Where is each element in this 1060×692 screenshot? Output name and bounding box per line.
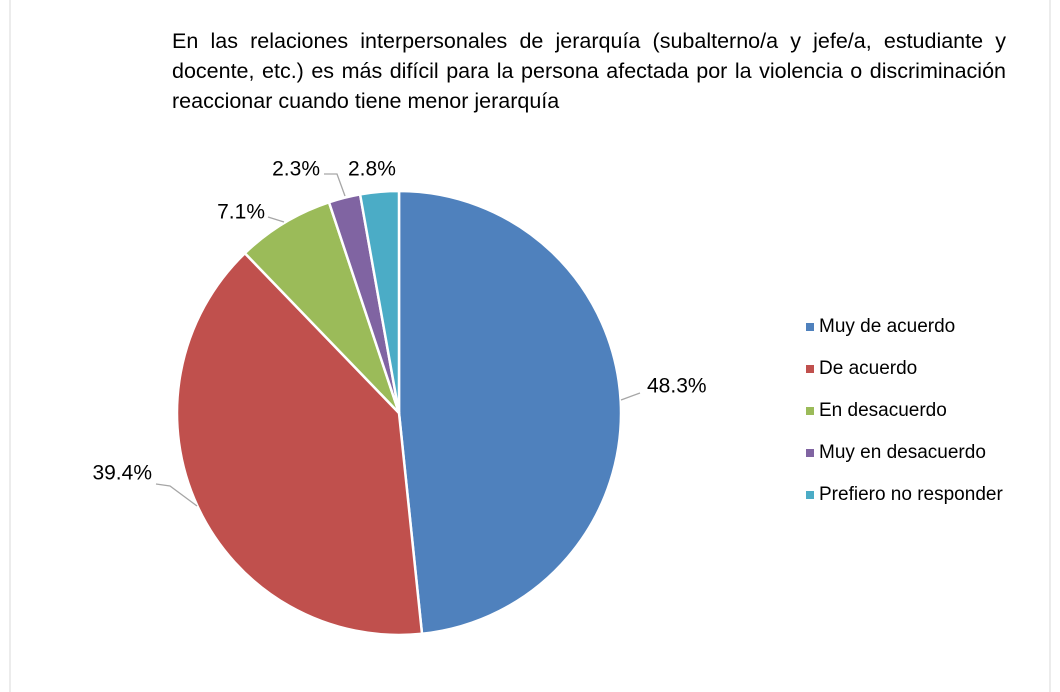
legend-swatch [806,407,814,415]
chart-title: En las relaciones interpersonales de jer… [172,29,1006,113]
pie-slice [358,189,401,414]
legend-swatch [806,491,814,499]
leader-line [155,483,198,507]
legend-label: Prefiero no responder [819,484,1003,505]
leader-line [324,173,346,197]
legend-swatch [806,323,814,331]
chart-frame [9,0,1051,692]
data-label: 2.3% [272,158,320,181]
legend-label: Muy de acuerdo [819,316,955,337]
data-label: 48.3% [647,375,707,398]
legend-label: Muy en desacuerdo [819,442,986,463]
data-label: 39.4% [92,462,152,485]
pie-slice [175,251,424,637]
data-label: 7.1% [217,201,265,224]
leader-line [267,216,285,223]
legend-label: En desacuerdo [819,400,947,421]
leader-line [620,392,641,401]
data-label: 2.8% [348,158,396,181]
legend-label: De acuerdo [819,358,917,379]
legend-swatch [806,449,814,457]
pie-slice [397,189,623,636]
legend-swatch [806,365,814,373]
